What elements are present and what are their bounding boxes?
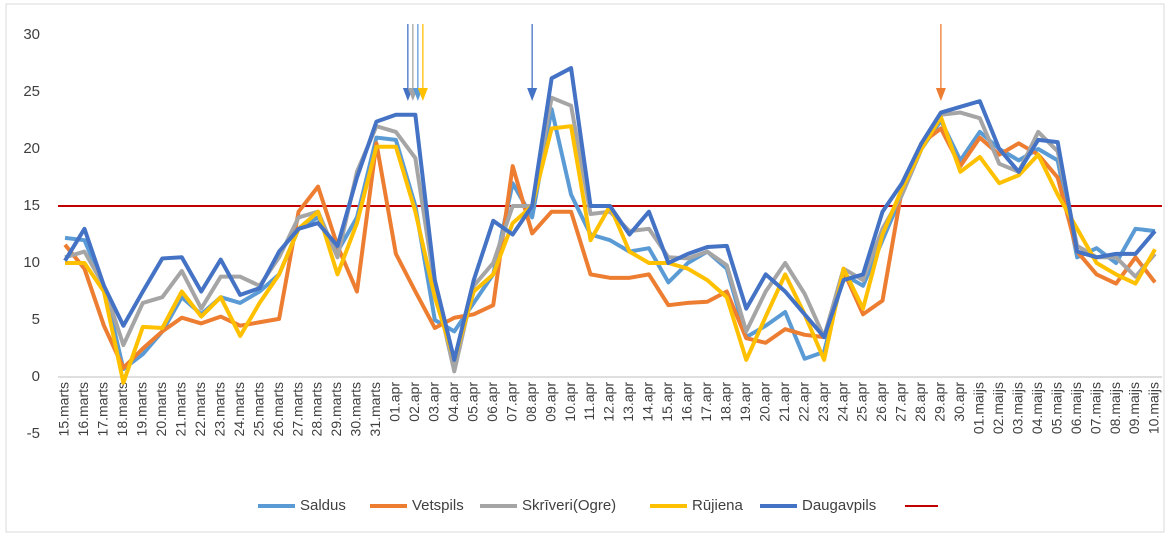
- x-tick-label: 27.marts: [289, 382, 305, 436]
- x-tick-label: 21.marts: [172, 382, 188, 436]
- x-tick-label: 02.apr: [406, 382, 422, 422]
- y-tick-label: 25: [23, 83, 40, 100]
- x-tick-label: 11.apr: [581, 382, 597, 421]
- y-tick-label: 20: [23, 140, 40, 157]
- x-tick-label: 15.marts: [56, 382, 72, 436]
- y-tick-label: 10: [23, 254, 40, 271]
- y-tick-label: 5: [32, 311, 40, 328]
- x-tick-label: 20.marts: [153, 382, 169, 436]
- legend-label: Rūjiena: [692, 497, 744, 514]
- x-tick-label: 30.marts: [348, 382, 364, 436]
- x-tick-label: 06.maijs: [1068, 382, 1084, 434]
- x-tick-label: 21.apr: [776, 382, 792, 422]
- annotation-arrowhead: [417, 88, 428, 101]
- x-tick-label: 04.apr: [445, 382, 461, 422]
- x-tick-label: 18.marts: [114, 382, 130, 436]
- x-tick-label: 01.maijs: [971, 382, 987, 434]
- y-tick-label: 0: [32, 368, 40, 385]
- x-tick-label: 18.apr: [717, 382, 733, 422]
- legend-label: Daugavpils: [802, 497, 876, 514]
- x-tick-label: 25.apr: [854, 382, 870, 422]
- legend-label: Vetspils: [412, 497, 464, 514]
- x-tick-label: 09.maijs: [1126, 382, 1142, 434]
- x-tick-label: 20.apr: [756, 382, 772, 422]
- x-tick-label: 04.maijs: [1029, 382, 1045, 434]
- x-tick-label: 06.apr: [484, 382, 500, 422]
- x-tick-label: 08.apr: [523, 382, 539, 422]
- chart-frame: [5, 3, 1165, 533]
- x-tick-label: 19.apr: [737, 382, 753, 422]
- x-tick-label: 14.apr: [640, 382, 656, 422]
- x-tick-label: 23.apr: [815, 382, 831, 422]
- x-tick-label: 12.apr: [601, 382, 617, 422]
- x-tick-label: 28.marts: [309, 382, 325, 436]
- x-tick-label: 01.apr: [387, 382, 403, 422]
- x-tick-label: 29.marts: [328, 382, 344, 436]
- x-tick-label: 26.apr: [873, 382, 889, 422]
- x-tick-label: 19.marts: [134, 382, 150, 436]
- x-tick-label: 15.apr: [659, 382, 675, 422]
- x-tick-label: 07.apr: [503, 382, 519, 422]
- x-tick-label: 16.apr: [679, 382, 695, 422]
- x-tick-label: 23.marts: [211, 382, 227, 436]
- y-tick-label: 15: [23, 197, 40, 214]
- x-tick-label: 03.maijs: [1009, 382, 1025, 434]
- x-tick-label: 30.apr: [951, 382, 967, 422]
- y-tick-label: -5: [27, 425, 40, 442]
- x-tick-label: 07.maijs: [1087, 382, 1103, 434]
- x-tick-label: 05.apr: [464, 382, 480, 422]
- x-tick-label: 03.apr: [426, 382, 442, 422]
- x-tick-label: 28.apr: [912, 382, 928, 422]
- x-tick-label: 16.marts: [75, 382, 91, 436]
- legend-label: Saldus: [300, 497, 346, 514]
- x-tick-label: 25.marts: [250, 382, 266, 436]
- x-tick-label: 02.maijs: [990, 382, 1006, 434]
- x-tick-label: 05.maijs: [1048, 382, 1064, 434]
- x-tick-label: 22.apr: [795, 382, 811, 422]
- x-tick-label: 17.apr: [698, 382, 714, 422]
- series-line: [63, 66, 1157, 362]
- annotation-arrowhead: [935, 88, 946, 101]
- x-tick-label: 24.marts: [231, 382, 247, 436]
- x-tick-label: 29.apr: [932, 382, 948, 422]
- x-tick-label: 10.maijs: [1146, 382, 1162, 434]
- x-tick-label: 22.marts: [192, 382, 208, 436]
- y-tick-label: 30: [23, 26, 40, 43]
- legend-label: Skrīveri(Ogre): [522, 497, 616, 514]
- series-line: [64, 95, 1157, 374]
- x-tick-label: 31.marts: [367, 382, 383, 436]
- x-tick-label: 24.apr: [834, 382, 850, 422]
- x-tick-label: 09.apr: [542, 382, 558, 422]
- x-tick-label: 10.apr: [562, 382, 578, 422]
- x-tick-label: 17.marts: [95, 382, 111, 436]
- annotation-arrowhead: [527, 88, 538, 101]
- series-line: [64, 107, 1156, 372]
- x-tick-label: 08.maijs: [1107, 382, 1123, 434]
- x-tick-label: 26.marts: [270, 382, 286, 436]
- x-tick-label: 27.apr: [893, 382, 909, 422]
- x-tick-label: 13.apr: [620, 382, 636, 422]
